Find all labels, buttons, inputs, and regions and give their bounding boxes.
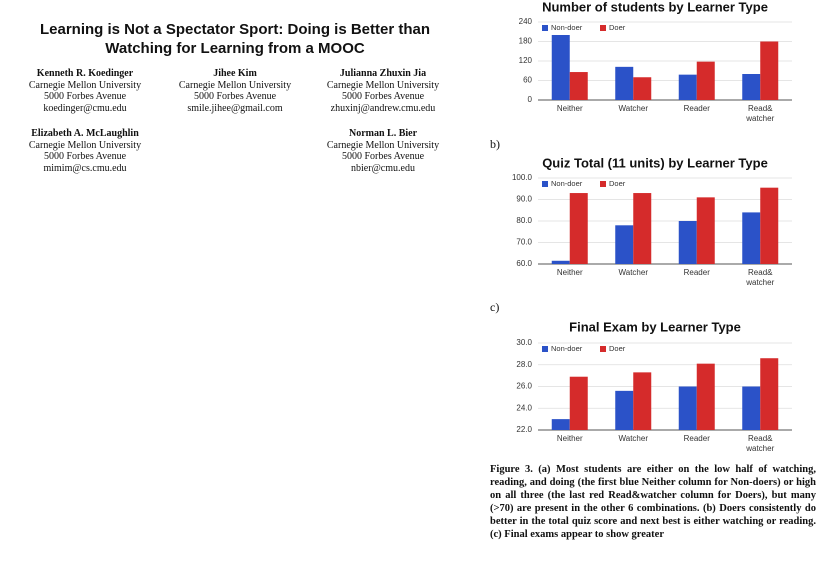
y-tick-label: 60 xyxy=(523,76,532,85)
bar xyxy=(569,72,588,100)
affiliation: Carnegie Mellon University xyxy=(28,139,142,151)
bar xyxy=(569,376,588,430)
legend-label: Non-doer xyxy=(551,23,583,32)
email: nbier@cmu.edu xyxy=(351,162,415,174)
author-name: Julianna Zhuxin Jia xyxy=(339,68,427,79)
bar xyxy=(760,358,779,430)
address: 5000 Forbes Avenue xyxy=(193,91,277,102)
y-tick-label: 80.0 xyxy=(516,216,532,225)
author-name: Jihee Kim xyxy=(213,68,257,79)
paper-title: Learning is Not a Spectator Sport: Doing… xyxy=(39,21,431,57)
y-tick-label: 100.0 xyxy=(512,173,533,182)
bar xyxy=(760,41,779,100)
bar xyxy=(551,419,570,430)
panel-label: c) xyxy=(490,300,500,314)
y-tick-label: 60.0 xyxy=(516,259,532,268)
affiliation: Carnegie Mellon University xyxy=(28,79,142,91)
x-tick-label: Reader xyxy=(684,434,711,443)
bar xyxy=(696,197,715,264)
email: mimim@cs.cmu.edu xyxy=(43,162,127,174)
y-tick-label: 26.0 xyxy=(516,382,532,391)
x-tick-label: Watcher xyxy=(619,434,649,443)
bar xyxy=(551,35,570,100)
author-name: Elizabeth A. McLaughlin xyxy=(31,128,139,139)
y-tick-label: 120 xyxy=(519,56,533,65)
address: 5000 Forbes Avenue xyxy=(43,91,127,102)
y-tick-label: 240 xyxy=(519,17,533,26)
bar xyxy=(742,212,761,264)
y-tick-label: 0 xyxy=(528,95,533,104)
address: 5000 Forbes Avenue xyxy=(341,151,425,162)
legend-label: Non-doer xyxy=(551,344,583,353)
legend-label: Doer xyxy=(609,344,626,353)
bar xyxy=(742,74,761,100)
author-name: Norman L. Bier xyxy=(348,128,418,139)
affiliation: Carnegie Mellon University xyxy=(326,139,440,151)
address: 5000 Forbes Avenue xyxy=(341,91,425,102)
x-tick-label: Neither xyxy=(557,434,583,443)
bar xyxy=(551,260,570,264)
bar xyxy=(615,390,634,430)
figure-caption: Figure 3. (a) Most students are either o… xyxy=(490,464,816,540)
legend-swatch xyxy=(542,346,548,352)
chart-title: Number of students by Learner Type xyxy=(542,0,768,14)
x-tick-label: Read& watcher xyxy=(745,434,774,453)
panel-label: b) xyxy=(490,137,500,151)
y-tick-label: 90.0 xyxy=(516,195,532,204)
x-tick-label: Watcher xyxy=(619,268,649,277)
y-tick-label: 22.0 xyxy=(516,425,532,434)
x-tick-label: Read& watcher xyxy=(745,104,774,123)
x-tick-label: Reader xyxy=(684,268,711,277)
bar xyxy=(696,363,715,430)
bar xyxy=(615,66,634,100)
bar xyxy=(633,77,652,100)
bar xyxy=(678,386,697,430)
email: zhuxinj@andrew.cmu.edu xyxy=(330,102,436,114)
bar xyxy=(633,372,652,430)
bar xyxy=(615,225,634,264)
legend-label: Non-doer xyxy=(551,179,583,188)
email: koedinger@cmu.edu xyxy=(43,102,127,114)
legend-swatch xyxy=(600,25,606,31)
email: smile.jihee@gmail.com xyxy=(187,102,283,114)
bar xyxy=(678,221,697,264)
legend-label: Doer xyxy=(609,23,626,32)
bar xyxy=(742,386,761,430)
bar xyxy=(696,61,715,100)
x-tick-label: Reader xyxy=(684,104,711,113)
x-tick-label: Neither xyxy=(557,268,583,277)
legend-swatch xyxy=(600,181,606,187)
charts: Number of students by Learner Type 0 60 120… xyxy=(512,0,792,453)
y-tick-label: 180 xyxy=(519,37,533,46)
x-tick-label: Neither xyxy=(557,104,583,113)
author: Norman L. Bier Carnegie Mellon Universit… xyxy=(308,128,458,174)
y-tick-label: 28.0 xyxy=(516,360,532,369)
author-name: Kenneth R. Koedinger xyxy=(36,68,134,79)
bar xyxy=(633,193,652,264)
x-tick-label: Watcher xyxy=(619,104,649,113)
affiliation: Carnegie Mellon University xyxy=(178,79,292,91)
author: Kenneth R. Koedinger Carnegie Mellon Uni… xyxy=(10,68,160,114)
legend-swatch xyxy=(542,25,548,31)
x-tick-label: Read& watcher xyxy=(745,268,774,287)
bar xyxy=(678,74,697,100)
bar xyxy=(569,193,588,264)
chart-title: Final Exam by Learner Type xyxy=(569,319,741,334)
legend-swatch xyxy=(542,181,548,187)
chart-title: Quiz Total (11 units) by Learner Type xyxy=(542,155,768,170)
bar xyxy=(760,187,779,264)
address: 5000 Forbes Avenue xyxy=(43,151,127,162)
author: Elizabeth A. McLaughlin Carnegie Mellon … xyxy=(10,128,160,174)
y-tick-label: 30.0 xyxy=(516,338,532,347)
author: Jihee Kim Carnegie Mellon University 500… xyxy=(160,68,310,114)
legend-swatch xyxy=(600,346,606,352)
y-tick-label: 70.0 xyxy=(516,238,532,247)
author: Julianna Zhuxin Jia Carnegie Mellon Univ… xyxy=(308,68,458,114)
legend-label: Doer xyxy=(609,179,626,188)
affiliation: Carnegie Mellon University xyxy=(326,79,440,91)
y-tick-label: 24.0 xyxy=(516,403,532,412)
